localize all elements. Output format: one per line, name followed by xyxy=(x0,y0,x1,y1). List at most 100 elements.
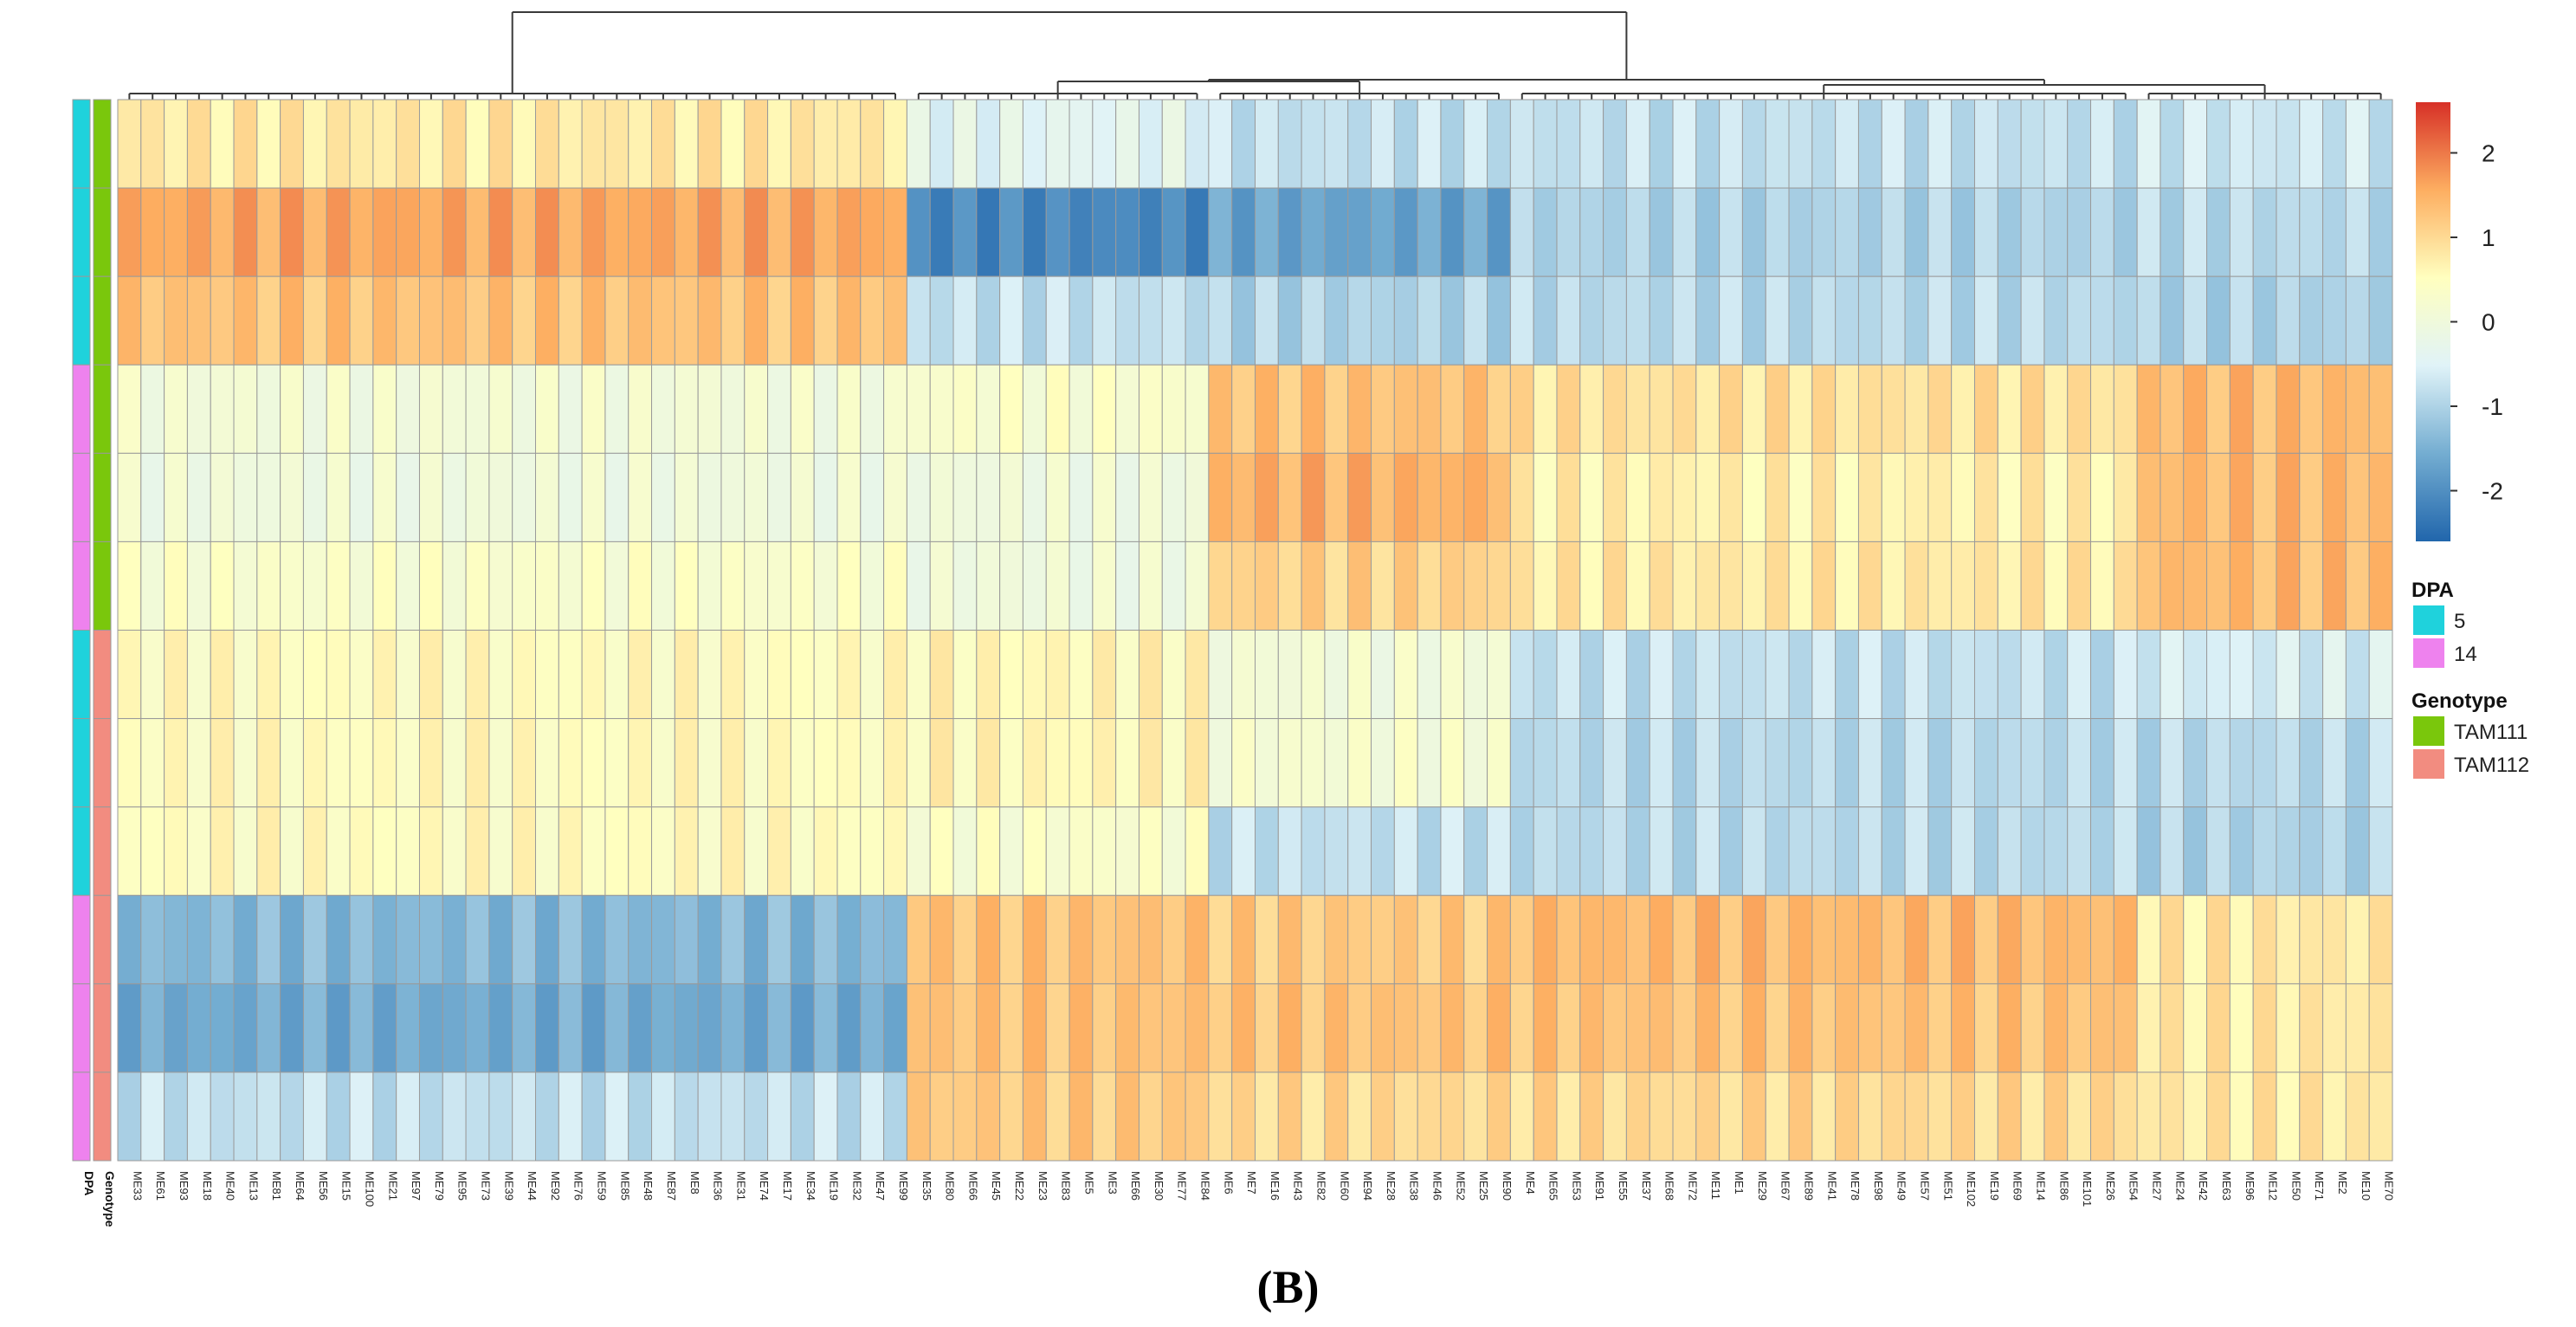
heatmap-cell xyxy=(2368,806,2393,897)
heatmap-cell xyxy=(976,630,1001,720)
heatmap-cell xyxy=(1765,187,1790,277)
heatmap-cell xyxy=(581,630,606,720)
heatmap-cell xyxy=(790,275,815,366)
heatmap-cell xyxy=(2160,452,2185,542)
heatmap-cell xyxy=(1255,187,1279,277)
heatmap-cell xyxy=(1951,99,1975,189)
dpa-annotation-cell xyxy=(72,718,91,808)
heatmap-cell xyxy=(1556,541,1581,631)
column-label: ME57 xyxy=(1918,1171,1931,1201)
heatmap-cell xyxy=(1185,630,1210,720)
heatmap-cell xyxy=(1138,541,1163,631)
column-label: ME15 xyxy=(340,1171,353,1201)
heatmap-cell xyxy=(1857,1071,1882,1162)
heatmap-cell xyxy=(1138,983,1163,1073)
heatmap-cell xyxy=(372,630,397,720)
heatmap-cell xyxy=(558,983,583,1073)
heatmap-cell xyxy=(1347,187,1372,277)
heatmap-cell xyxy=(488,452,513,542)
heatmap-cell xyxy=(1045,718,1070,808)
heatmap-cell xyxy=(140,983,165,1073)
heatmap-cell xyxy=(1208,895,1233,985)
heatmap-cell xyxy=(581,718,606,808)
heatmap-cell xyxy=(1625,275,1650,366)
heatmap-cell xyxy=(1487,983,1511,1073)
heatmap-cell xyxy=(1835,364,1859,454)
column-label: ME80 xyxy=(944,1171,957,1201)
heatmap-cell xyxy=(1393,806,1418,897)
heatmap-cell xyxy=(1115,275,1140,366)
heatmap-cell xyxy=(1092,806,1117,897)
heatmap-cell xyxy=(1556,895,1581,985)
heatmap-cell xyxy=(302,187,327,277)
heatmap-cell xyxy=(1579,99,1604,189)
heatmap-cell xyxy=(1951,718,1975,808)
heatmap-cell xyxy=(1649,983,1674,1073)
heatmap-cell xyxy=(1603,630,1627,720)
heatmap-cell xyxy=(2136,275,2161,366)
heatmap-cell xyxy=(1115,895,1140,985)
heatmap-cell xyxy=(2229,806,2254,897)
column-label: ME24 xyxy=(2173,1171,2186,1201)
heatmap-cell xyxy=(488,99,513,189)
column-label: ME16 xyxy=(1269,1171,1282,1201)
genotype-annotation-cell xyxy=(93,983,112,1073)
heatmap-cell xyxy=(1973,99,1998,189)
heatmap-cell xyxy=(1625,983,1650,1073)
heatmap-cell xyxy=(1022,630,1047,720)
heatmap-cell xyxy=(1741,806,1766,897)
heatmap-cell xyxy=(1161,452,1186,542)
heatmap-cell xyxy=(581,541,606,631)
heatmap-cell xyxy=(1857,983,1882,1073)
heatmap-cell xyxy=(1973,806,1998,897)
heatmap-cell xyxy=(349,364,374,454)
heatmap-cell xyxy=(1904,806,1929,897)
heatmap-cell xyxy=(1324,983,1349,1073)
heatmap-cell xyxy=(280,275,304,366)
heatmap-cell xyxy=(1556,187,1581,277)
heatmap-cell xyxy=(604,983,629,1073)
heatmap-cell xyxy=(2067,99,2092,189)
heatmap-cell xyxy=(2160,99,2185,189)
column-label: ME83 xyxy=(1060,1171,1073,1201)
column-label: ME81 xyxy=(270,1171,283,1201)
heatmap-cell xyxy=(1045,983,1070,1073)
heatmap-cell xyxy=(952,806,978,897)
heatmap-cell xyxy=(2043,630,2069,720)
heatmap-cell xyxy=(1255,1071,1279,1162)
heatmap-cell xyxy=(1185,99,1210,189)
heatmap-cell xyxy=(813,1071,838,1162)
column-label: ME91 xyxy=(1593,1171,1606,1201)
column-label: ME7 xyxy=(1245,1171,1258,1194)
heatmap-cell xyxy=(1695,364,1721,454)
panel-label: (B) xyxy=(1256,1261,1320,1313)
heatmap-cell xyxy=(2183,1071,2208,1162)
heatmap-cell xyxy=(1347,983,1372,1073)
heatmap-cell xyxy=(1255,99,1279,189)
heatmap-cell xyxy=(1417,99,1442,189)
heatmap-cell xyxy=(744,983,769,1073)
heatmap-cell xyxy=(1347,1071,1372,1162)
heatmap-cell xyxy=(1973,1071,1998,1162)
heatmap-cell xyxy=(2345,983,2370,1073)
heatmap-cell xyxy=(1672,275,1697,366)
heatmap-cell xyxy=(2067,1071,2092,1162)
heatmap-cell xyxy=(1393,187,1418,277)
heatmap-cell xyxy=(906,275,931,366)
heatmap-cell xyxy=(1649,541,1674,631)
heatmap-cell xyxy=(396,187,420,277)
heatmap-cell xyxy=(349,99,374,189)
heatmap-cell xyxy=(1811,541,1837,631)
heatmap-cell xyxy=(2090,452,2114,542)
heatmap-cell xyxy=(1672,452,1697,542)
legend-swatch xyxy=(2413,716,2444,746)
heatmap-cell xyxy=(767,983,791,1073)
heatmap-cell xyxy=(2322,806,2347,897)
heatmap-cell xyxy=(2113,275,2138,366)
heatmap-cell xyxy=(1371,718,1395,808)
annotation-labels: DPA Genotype xyxy=(82,1171,117,1227)
heatmap-cell xyxy=(372,718,397,808)
heatmap-cell xyxy=(2113,452,2138,542)
column-label: ME60 xyxy=(1338,1171,1351,1201)
heatmap-cell xyxy=(628,983,653,1073)
